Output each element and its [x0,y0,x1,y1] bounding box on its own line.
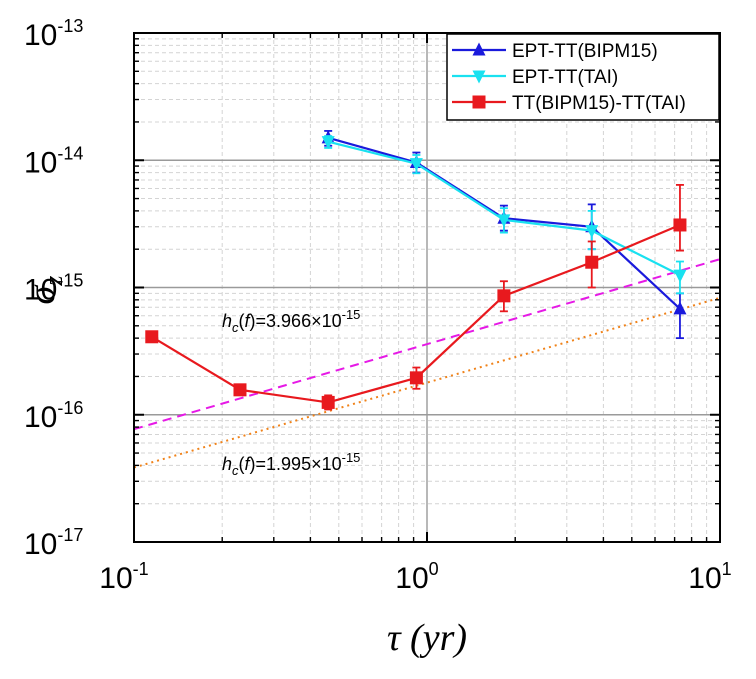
x-tick-label-base: 10 [688,562,721,595]
legend-label: EPT-TT(TAI) [512,67,618,88]
legend-label: TT(BIPM15)-TT(TAI) [512,93,686,114]
y-tick-label-exponent: -15 [57,271,83,291]
data-point [497,214,511,228]
legend: EPT-TT(BIPM15) EPT-TT(TAI) TT(BIPM15)-TT(T… [446,33,720,121]
svg-text:σz: σz [21,276,68,305]
x-tick-label: 100 [395,559,438,595]
x-tick-label: 101 [688,559,731,595]
reference-line-label: hc(f)=3.966×10-15 [222,307,360,335]
y-tick-label: 10-15 [24,271,83,307]
data-point [233,383,247,397]
reference-line-dashed [133,258,721,431]
data-point [673,301,687,315]
x-tick-label-base: 10 [395,562,428,595]
x-tick-label-exponent: -1 [133,559,149,579]
reference-line-label-part: c [232,463,239,478]
reference-line-label-part: ( [239,311,245,331]
y-tick-label-base: 10 [24,19,57,52]
y-tick-label-exponent: -13 [57,16,83,36]
reference-line-label-part: h [222,311,232,331]
series-square [145,184,687,411]
y-tick-label-base: 10 [24,274,57,307]
data-point [321,395,335,409]
data-point [145,330,159,344]
reference-line-label-part: f [245,454,252,474]
reference-line-label-part: ( [239,454,245,474]
y-tick-label-exponent: -16 [57,398,83,418]
y-axis-title-main: σ [21,284,63,304]
reference-line-label-part: -15 [342,450,361,465]
data-point [409,158,423,172]
legend-label: EPT-TT(BIPM15) [512,41,658,62]
reference-line-label: hc(f)=1.995×10-15 [222,450,360,478]
data-point [497,289,511,303]
reference-line-label-part: c [232,320,239,335]
legend-marker [472,42,486,56]
y-tick-label: 10-14 [24,143,83,179]
y-tick-label-exponent: -14 [57,143,83,163]
x-tick-label: 10-1 [99,559,148,595]
x-tick-label-exponent: 1 [722,559,732,579]
x-axis-title: τ (yr) [387,617,467,659]
y-axis-title-sub: z [39,276,68,287]
data-series [145,130,687,411]
reference-line-label-part: f [245,311,252,331]
y-tick-label: 10-13 [24,16,83,52]
y-tick-label: 10-16 [24,398,83,434]
data-point [409,371,423,385]
reference-line-label-part: )=3.966×10 [250,311,342,331]
data-point [321,136,335,150]
y-tick-label-base: 10 [24,146,57,179]
reference-line-label-part: h [222,454,232,474]
data-point [585,255,599,269]
x-tick-label-exponent: 0 [429,559,439,579]
y-axis-title: σz [21,276,68,305]
y-tick-label-base: 10 [24,401,57,434]
reference-line-label-part: )=1.995×10 [250,454,342,474]
y-tick-label-exponent: -17 [57,525,83,545]
reference-line-label-part: -15 [342,307,361,322]
legend-marker [472,70,486,84]
x-tick-label-base: 10 [99,562,132,595]
data-point [585,225,599,239]
data-point [673,218,687,232]
data-point [673,269,687,283]
y-tick-label: 10-17 [24,525,83,561]
series-triangle-down [321,135,687,295]
legend-marker [472,95,486,109]
y-tick-label-base: 10 [24,528,57,561]
